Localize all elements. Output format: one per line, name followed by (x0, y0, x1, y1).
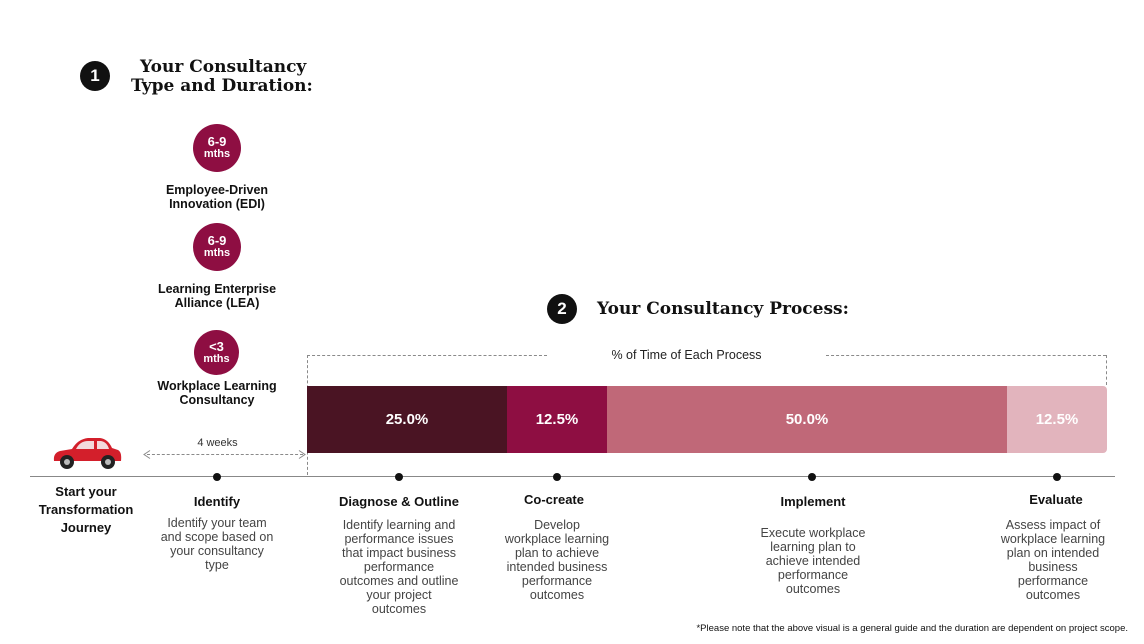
stage-desc-identify: Identify your team and scope based on yo… (160, 516, 274, 572)
timeline-dot-cocreate (553, 473, 561, 481)
stage-title-cocreate: Co-create (524, 492, 584, 507)
duration-circle-wlc: <3 mths (194, 330, 239, 375)
timeline-dot-implement (808, 473, 816, 481)
timeline-dot-diagnose (395, 473, 403, 481)
stage-title-implement: Implement (780, 494, 846, 509)
bracket-label: % of Time of Each Process (611, 348, 762, 362)
bar-value-label: 12.5% (1035, 411, 1079, 428)
step-1-badge: 1 (80, 61, 110, 91)
timeline-dot-evaluate (1053, 473, 1061, 481)
bracket-line-left (307, 355, 547, 356)
stage-title-evaluate: Evaluate (1029, 492, 1083, 507)
type-label-wlc: Workplace Learning Consultancy (157, 379, 277, 407)
duration-circle-edi: 6-9 mths (193, 124, 241, 172)
bar-segment-evaluate: 12.5% (1007, 386, 1107, 453)
bar-segment-implement: 50.0% (607, 386, 1007, 453)
footnote: *Please note that the above visual is a … (696, 623, 1128, 634)
bar-segment-cocreate: 12.5% (507, 386, 607, 453)
stage-desc-evaluate: Assess impact of workplace learning plan… (1000, 518, 1106, 602)
weeks-arrow-line (147, 454, 303, 455)
stage-title-diagnose: Diagnose & Outline (339, 494, 459, 509)
step-2-badge: 2 (547, 294, 577, 324)
stage-desc-diagnose: Identify learning and performance issues… (339, 518, 459, 616)
stage-desc-cocreate: Develop workplace learning plan to achie… (504, 518, 610, 602)
weeks-label: 4 weeks (197, 437, 238, 449)
stage-title-identify: Identify (193, 494, 241, 509)
bar-value-label: 25.0% (385, 411, 429, 428)
bracket-line-right (826, 355, 1106, 356)
bar-value-label: 12.5% (535, 411, 579, 428)
weeks-arrow-head-left (143, 450, 151, 459)
timeline-axis (30, 476, 1115, 477)
timeline-dot-identify (213, 473, 221, 481)
section-2-title: Your Consultancy Process: (597, 299, 849, 319)
type-label-edi: Employee-Driven Innovation (EDI) (165, 183, 269, 211)
start-journey-label: Start your Transformation Journey (38, 484, 134, 535)
bar-segment-diagnose: 25.0% (307, 386, 507, 453)
bar-value-label: 50.0% (785, 411, 829, 428)
car-icon (53, 438, 122, 469)
weeks-arrow-head-right (298, 450, 306, 459)
stage-desc-implement: Execute workplace learning plan to achie… (760, 526, 866, 596)
section-1-title: Your Consultancy Type and Duration: (131, 57, 313, 96)
duration-circle-lea: 6-9 mths (193, 223, 241, 271)
bracket-tick-right (1106, 355, 1107, 385)
type-label-lea: Learning Enterprise Alliance (LEA) (157, 282, 277, 310)
